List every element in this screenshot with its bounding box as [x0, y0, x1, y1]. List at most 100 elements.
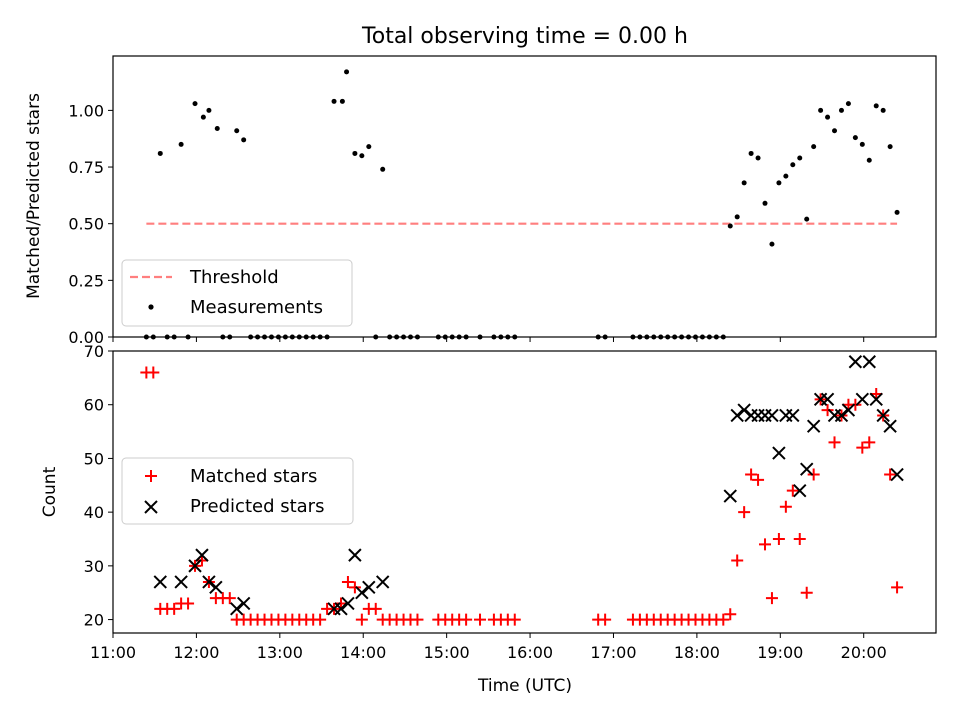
measurement-point [838, 107, 844, 113]
count-panel-frame [112, 350, 937, 634]
measurement-point [344, 69, 350, 75]
measurement-point [200, 114, 206, 120]
predicted-star-marker [202, 575, 216, 589]
matched-star-marker [223, 592, 236, 605]
x-axis-label: Time (UTC) [477, 676, 572, 696]
matched-star-marker [807, 468, 820, 481]
predicted-star-marker [862, 355, 876, 369]
measurement-point [741, 180, 747, 186]
matched-star-marker [369, 602, 382, 615]
matched-star-marker [765, 592, 778, 605]
count-marks [140, 355, 904, 626]
predicted-star-marker [806, 419, 821, 433]
count-legend-box [121, 457, 354, 525]
matched-star-marker [355, 613, 368, 626]
predicted-star-marker [855, 392, 870, 407]
predicted-star-marker [876, 408, 890, 423]
matched-star-marker [411, 613, 424, 626]
predicted-star-marker [890, 467, 904, 482]
matched-star-marker [599, 613, 612, 626]
predicted-star-marker [758, 408, 772, 423]
matched-star-marker [849, 398, 862, 411]
measurements-legend-label: Measurements [190, 297, 323, 318]
measurement-point [776, 180, 782, 186]
measurement-point [178, 141, 184, 147]
matched-star-marker [745, 468, 758, 481]
count-panel: 20 30 40 50 60 70 11:00 12:00 13:00 14:00 15:00 16:… [40, 342, 937, 696]
x-tick-label: 12:00 [173, 643, 219, 662]
matched-star-marker [724, 608, 737, 621]
predicted-star-marker [355, 586, 369, 600]
measurement-point [894, 209, 900, 215]
predicted-legend-swatch [144, 500, 158, 514]
predicted-star-marker [834, 408, 849, 423]
measurement-point [769, 241, 775, 247]
count-y-tick-label: 50 [84, 449, 104, 468]
count-y-tick-label: 70 [84, 342, 104, 361]
measurement-point [845, 101, 851, 107]
matched-star-marker [731, 554, 744, 567]
matched-star-marker [168, 602, 181, 615]
x-tick-label: 11:00 [90, 643, 136, 662]
predicted-star-marker [841, 403, 856, 417]
measurement-point [859, 141, 865, 147]
count-axes: 20 30 40 50 60 70 11:00 12:00 13:00 14:00 15:00 16:… [84, 342, 887, 662]
predicted-star-marker [174, 575, 188, 589]
measurement-point [866, 157, 872, 163]
matched-star-marker [759, 538, 772, 551]
predicted-star-marker [375, 575, 390, 589]
matched-star-marker [772, 533, 785, 545]
measurement-point [241, 137, 247, 143]
measurement-point [359, 153, 365, 159]
matched-legend-swatch [145, 470, 157, 482]
ratio-y-tick-label: 0.75 [68, 158, 104, 177]
measurement-point [873, 103, 879, 109]
ratio-y-tick-label: 0.00 [68, 328, 104, 347]
predicted-star-marker [153, 575, 167, 589]
measurement-point [804, 216, 810, 222]
matched-star-marker [800, 586, 813, 599]
predicted-star-marker [334, 602, 348, 616]
predicted-star-marker [800, 462, 814, 476]
predicted-star-marker [744, 408, 758, 423]
measurement-point [811, 144, 817, 150]
measurement-point [818, 107, 824, 113]
measurement-point [234, 128, 240, 134]
measurement-point [887, 144, 893, 150]
measurement-point [880, 107, 886, 113]
predicted-star-marker [786, 408, 800, 423]
chart-title: Total observing time = 0.00 h [361, 24, 688, 49]
x-tick-label: 20:00 [841, 643, 887, 662]
predicted-star-marker [195, 548, 209, 562]
measurement-point [790, 162, 796, 168]
predicted-star-marker [772, 446, 786, 460]
count-y-tick-label: 20 [84, 611, 104, 630]
predicted-star-marker [236, 596, 251, 611]
measurement-point [852, 135, 858, 141]
x-tick-label: 14:00 [340, 643, 386, 662]
measurement-point [762, 200, 768, 206]
x-tick-label: 16:00 [507, 643, 553, 662]
measurement-point [331, 98, 337, 104]
count-y-tick-label: 60 [84, 396, 104, 415]
matched-star-marker [474, 613, 487, 626]
predicted-star-marker [188, 559, 202, 573]
matched-star-marker [717, 613, 730, 626]
measurement-point [783, 173, 789, 179]
matched-star-marker [752, 473, 765, 486]
count-y-tick-label: 40 [84, 503, 104, 522]
matched-star-marker [314, 613, 327, 626]
x-tick-label: 18:00 [674, 643, 720, 662]
x-tick-label: 19:00 [757, 643, 803, 662]
predicted-star-marker [362, 580, 376, 595]
matched-star-marker [460, 613, 473, 626]
matched-star-marker [147, 366, 160, 379]
ratio-y-tick-label: 0.25 [68, 271, 104, 290]
measurement-point [825, 114, 831, 120]
matched-star-marker [863, 436, 876, 449]
predicted-star-marker [230, 602, 244, 616]
predicted-star-marker [848, 355, 863, 369]
predicted-star-marker [209, 580, 223, 595]
x-tick-label: 15:00 [424, 643, 470, 662]
